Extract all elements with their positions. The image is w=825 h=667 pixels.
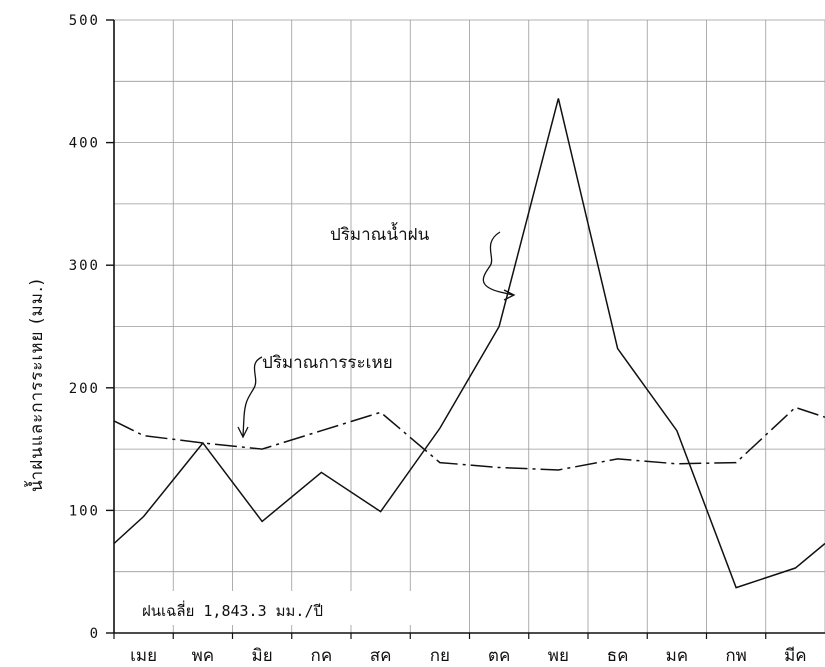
evaporation-pointer-arrow: [242, 356, 263, 437]
x-tick-label: เมย: [130, 646, 157, 666]
x-tick-label: มค: [666, 646, 689, 666]
evaporation-series-label: ปริมาณการระเหย: [262, 353, 393, 373]
x-tick-label: กค: [311, 646, 333, 666]
y-axis-label: น้ำฝนและการระเหย (มม.): [24, 278, 47, 492]
rainfall-arrowhead: [503, 289, 516, 301]
average-rainfall-text: ฝนเฉลี่ย 1,843.3 มม./ปี: [142, 600, 323, 620]
y-tick-label: 500: [69, 13, 100, 29]
x-tick-label: พค: [192, 646, 215, 666]
x-tick-label: พย: [548, 646, 569, 666]
x-tick-label: มิย: [252, 646, 273, 666]
y-tick-label: 400: [69, 136, 100, 152]
axes: 0 100 200 300 400 500 เมย พค มิย กค สค กย ตค พย ธค มค กพ…: [69, 13, 825, 666]
y-tick-label: 0: [90, 626, 100, 642]
evaporation-annotation: ปริมาณการระเหย: [237, 353, 393, 439]
evaporation-line: [113, 406, 825, 471]
rainfall-annotation: ปริมาณน้ำฝน: [330, 222, 516, 301]
x-tick-label: มีค: [784, 646, 807, 666]
average-rainfall-note: ฝนเฉลี่ย 1,843.3 มม./ปี: [130, 591, 468, 625]
x-tick-label: สค: [370, 646, 392, 666]
rainfall-series-label: ปริมาณน้ำฝน: [330, 222, 430, 245]
x-tick-label: กพ: [725, 646, 747, 666]
y-tick-label: 100: [69, 503, 100, 519]
y-tick-label: 300: [69, 258, 100, 274]
x-tick-label: กย: [430, 646, 450, 666]
series: [113, 98, 825, 589]
x-tick-label: ธค: [607, 646, 629, 666]
evaporation-arrowhead: [237, 426, 249, 439]
y-tick-label: 200: [69, 381, 100, 397]
rainfall-pointer-arrow: [482, 231, 514, 296]
x-tick-label: ตค: [488, 646, 510, 666]
rainfall-line: [113, 98, 825, 589]
